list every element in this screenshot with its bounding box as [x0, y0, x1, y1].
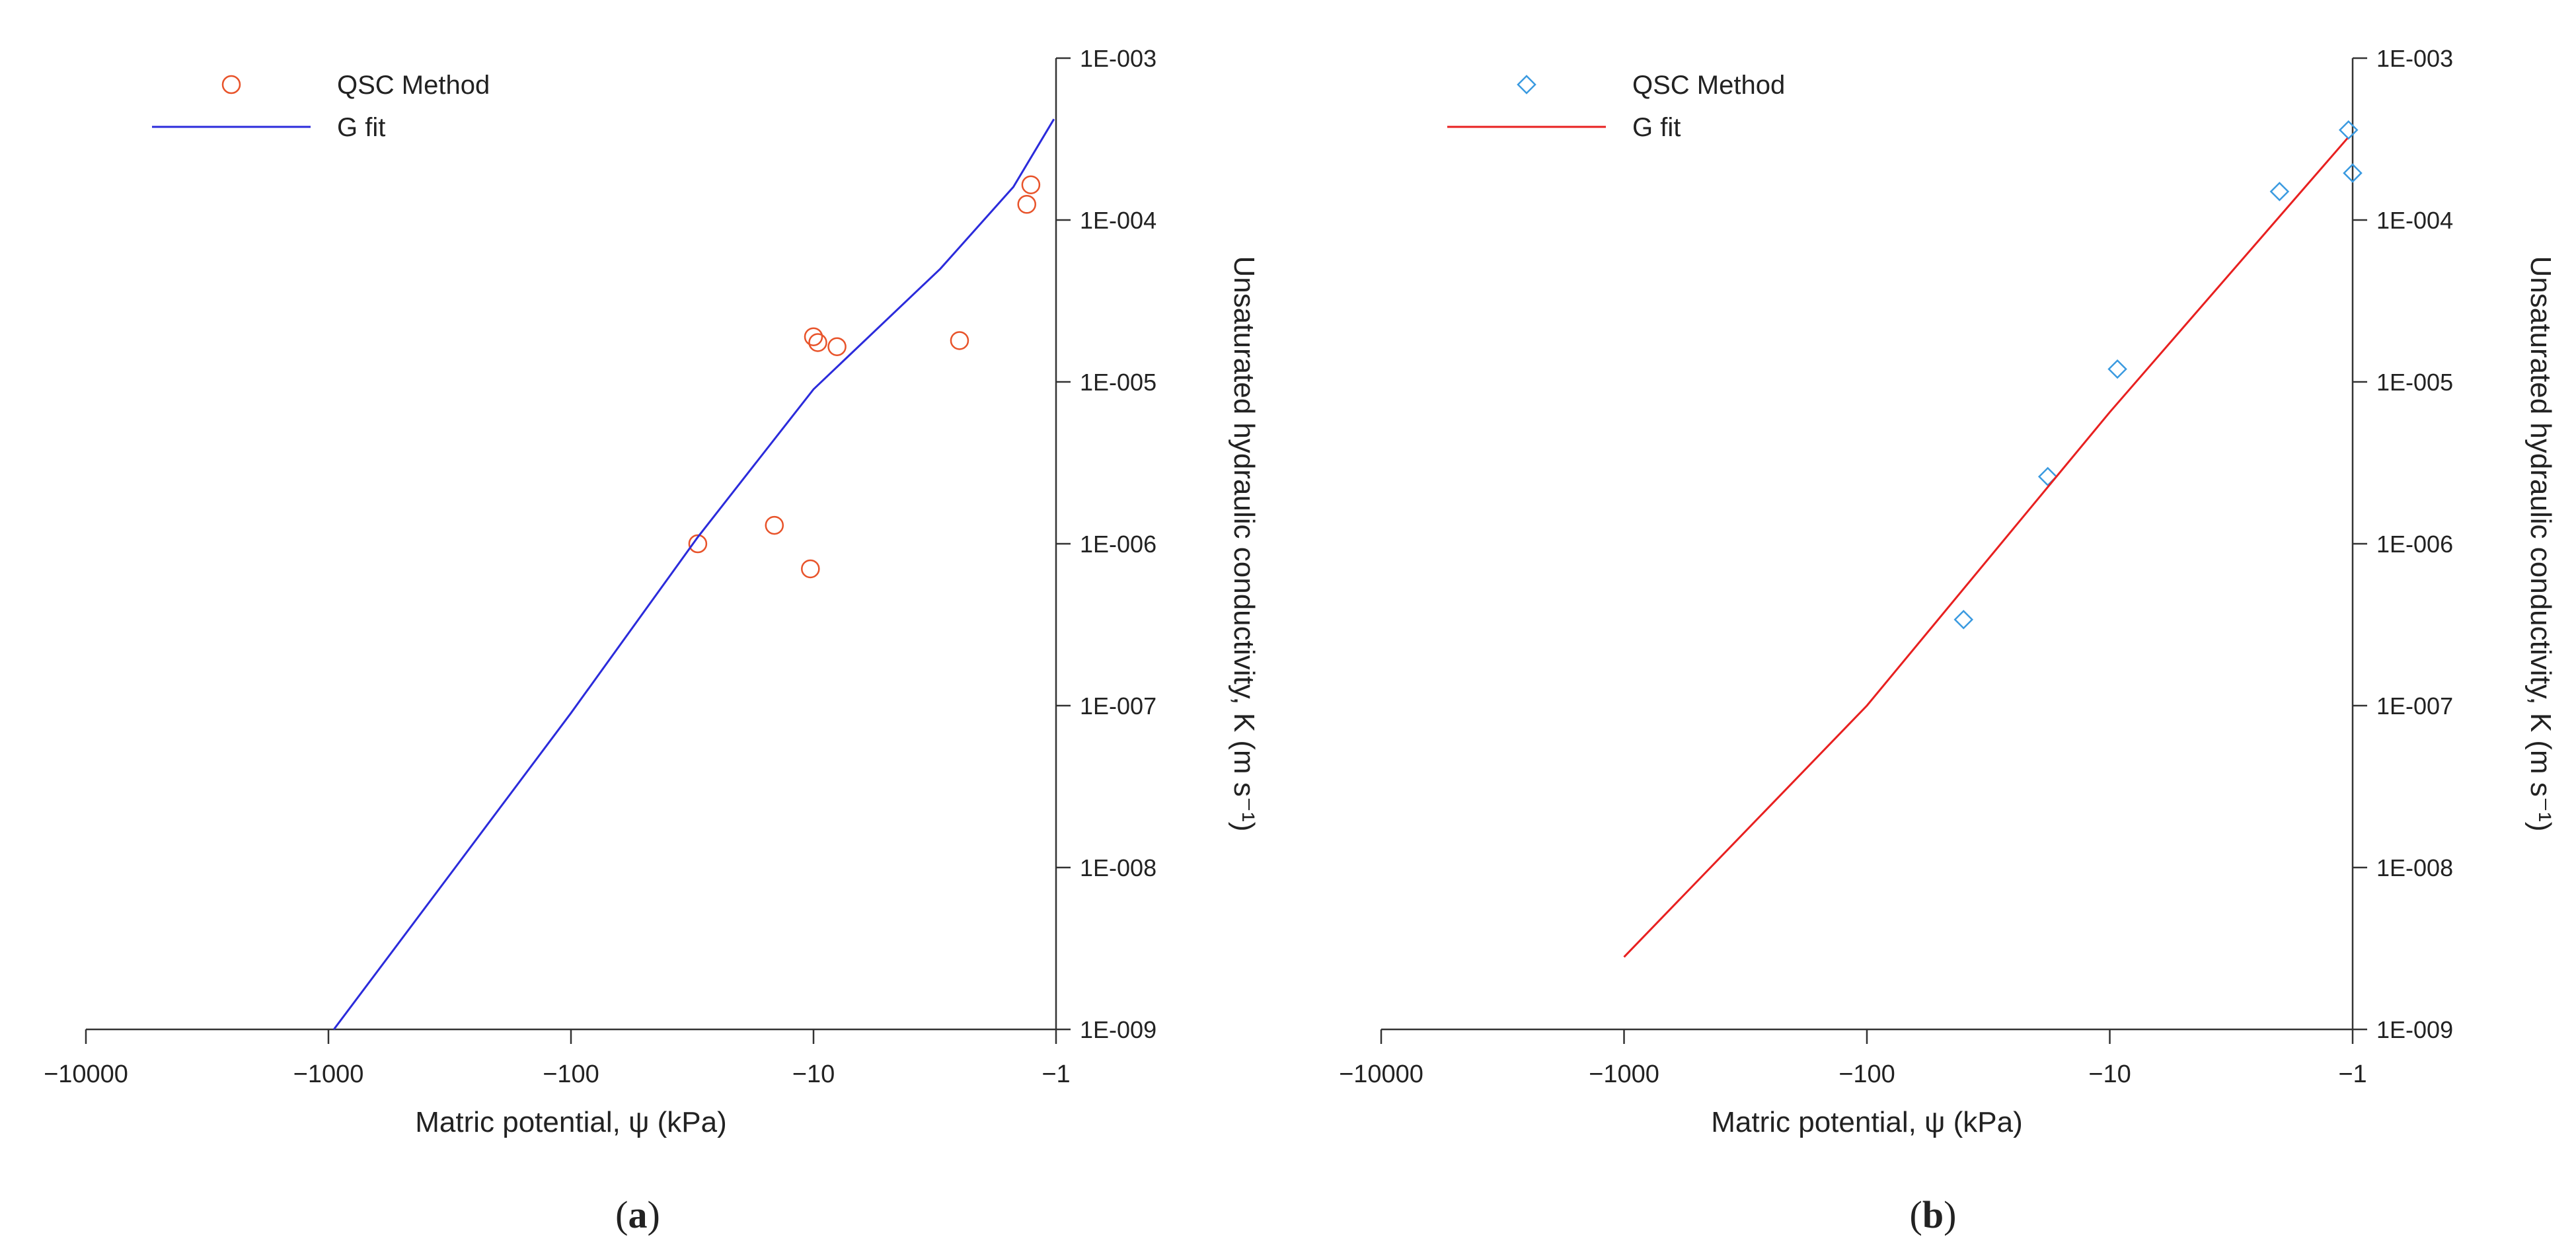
fit-line [1623, 137, 2349, 958]
data-point [2107, 359, 2127, 379]
y-axis-title: Unsaturated hydraulic conductivity, K (m… [1228, 256, 1260, 832]
data-point [801, 559, 820, 579]
legend-label: G fit [1632, 113, 1681, 142]
data-point [804, 327, 823, 346]
fit-line [332, 118, 1055, 1030]
data-point [2338, 120, 2359, 140]
x-axis-title: Matric potential, ψ (kPa) [1711, 1106, 2023, 1138]
x-tick-label: −10000 [44, 1060, 128, 1088]
x-tick-label: −1 [2338, 1060, 2367, 1088]
y-tick-label: 1E-006 [2376, 531, 2453, 558]
data-point [765, 515, 784, 535]
legend-label: QSC Method [1632, 71, 1785, 100]
data-point [2037, 466, 2058, 487]
y-tick-label: 1E-008 [2376, 854, 2453, 881]
y-tick-label: 1E-004 [2376, 207, 2453, 234]
x-tick-label: −1000 [1589, 1060, 1659, 1088]
legend-marker-swatch [221, 75, 241, 94]
x-tick-label: −10000 [1339, 1060, 1423, 1088]
y-tick-label: 1E-005 [1080, 369, 1156, 396]
x-tick-label: −100 [543, 1060, 599, 1088]
x-tick-label: −1000 [293, 1060, 364, 1088]
data-point [1021, 175, 1041, 194]
data-point [2269, 182, 2290, 202]
data-point [1017, 195, 1036, 214]
panel-label: (a) [615, 1193, 660, 1236]
y-tick-label: 1E-008 [1080, 854, 1156, 881]
x-tick-label: −100 [1838, 1060, 1895, 1088]
x-tick-label: −10 [2088, 1060, 2131, 1088]
x-tick-label: −1 [1042, 1060, 1070, 1088]
x-axis-title: Matric potential, ψ (kPa) [415, 1106, 727, 1138]
legend-label: G fit [337, 113, 385, 142]
y-tick-label: 1E-003 [1080, 45, 1156, 72]
data-point [2343, 163, 2363, 183]
y-tick-label: 1E-007 [1080, 692, 1156, 720]
y-axis-title: Unsaturated hydraulic conductivity, K (m… [2524, 256, 2557, 832]
y-tick-label: 1E-006 [1080, 531, 1156, 558]
data-point [950, 331, 969, 350]
chart-panel-b: −10000 −1000 −100 −10 −1 1E-009 1E-008 1E-007 1E… [1339, 45, 2557, 1236]
legend-marker-swatch [1517, 75, 1536, 94]
data-point [1953, 610, 1974, 630]
chart-panel-a: −10000 −1000 −100 −10 −1 1E-009 1E-008 1E-007 1E… [44, 45, 1260, 1236]
data-point [808, 333, 827, 352]
x-tick-label: −10 [792, 1060, 835, 1088]
legend-label: QSC Method [337, 71, 490, 100]
y-tick-label: 1E-003 [2376, 45, 2453, 72]
data-point [827, 337, 847, 356]
y-tick-label: 1E-009 [2376, 1016, 2453, 1043]
y-tick-label: 1E-004 [1080, 207, 1156, 234]
panel-label: (b) [1910, 1193, 1957, 1236]
y-tick-label: 1E-007 [2376, 692, 2453, 720]
y-tick-label: 1E-009 [1080, 1016, 1156, 1043]
data-point [688, 534, 708, 554]
y-tick-label: 1E-005 [2376, 369, 2453, 396]
